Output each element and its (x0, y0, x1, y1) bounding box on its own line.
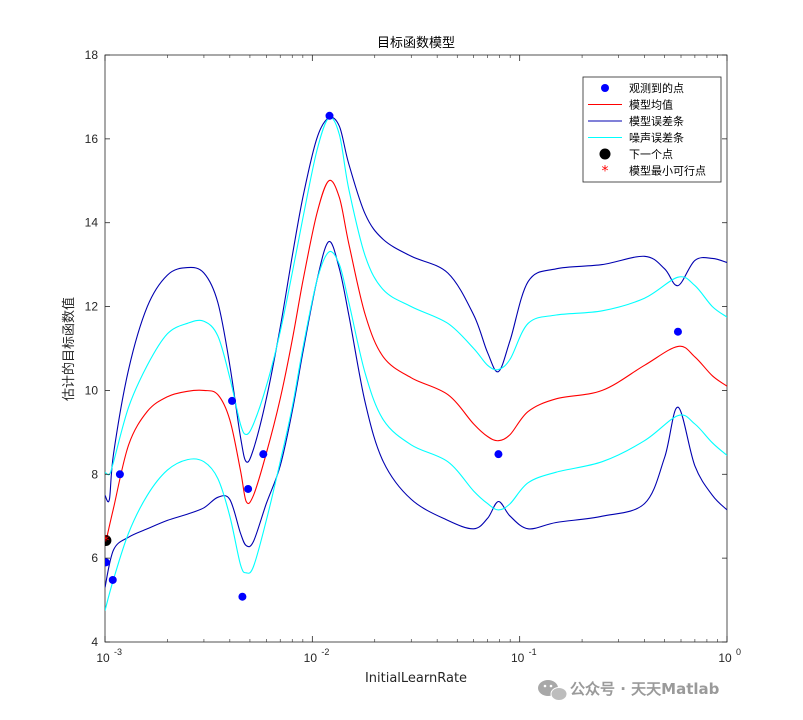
observed-point (105, 558, 110, 567)
observed-point (244, 484, 253, 493)
chart-title: 目标函数模型 (377, 36, 455, 51)
legend-swatch (599, 148, 611, 160)
observed-point (673, 327, 682, 336)
watermark-text: 公众号 · 天天Matlab (570, 680, 720, 698)
y-tick-label: 6 (91, 551, 98, 565)
observed-point (115, 470, 124, 479)
legend-label: 模型误差条 (629, 114, 684, 128)
error-bar-lower-line (105, 250, 727, 611)
y-tick-label: 18 (85, 48, 99, 62)
y-axis-label: 估计的目标函数值 (61, 297, 77, 401)
next-point-marker (105, 535, 112, 547)
series-group: * (102, 111, 727, 611)
legend-label: 观测到的点 (629, 81, 684, 95)
observed-point (228, 396, 237, 405)
x-tick-label: 10 (304, 651, 318, 665)
legend-label: 模型均值 (629, 98, 673, 112)
x-tick-label: 10 (511, 651, 525, 665)
legend-swatch: * (602, 164, 609, 180)
observed-point (259, 450, 268, 459)
y-tick-label: 4 (91, 635, 98, 649)
watermark: 公众号 · 天天Matlab (538, 680, 720, 701)
series-layer: * (102, 111, 727, 611)
x-tick-exponent: -1 (529, 647, 537, 657)
observed-point (108, 575, 117, 584)
observed-point (325, 111, 334, 120)
legend-label: 噪声误差条 (629, 131, 684, 145)
x-tick-exponent: -2 (321, 647, 329, 657)
observed-point (238, 592, 247, 601)
x-tick-label: 10 (96, 651, 110, 665)
x-axis-label: InitialLearnRate (365, 671, 467, 686)
y-tick-label: 8 (91, 467, 98, 481)
y-tick-label: 16 (85, 132, 99, 146)
y-tick-label: 12 (85, 300, 99, 314)
model-mean-line (105, 179, 727, 546)
legend-swatch (601, 84, 609, 92)
y-tick-label: 14 (85, 216, 99, 230)
x-tick-exponent: 0 (736, 647, 741, 657)
wechat-icon (538, 680, 568, 701)
error-bar-lower-line (105, 241, 727, 588)
legend-label: 模型最小可行点 (629, 164, 706, 178)
legend-label: 下一个点 (629, 148, 673, 161)
y-tick-label: 10 (85, 383, 99, 397)
x-tick-exponent: -3 (114, 647, 122, 657)
legend-box (582, 76, 722, 183)
min-feasible-star: * (102, 534, 109, 550)
observed-point (494, 450, 503, 459)
x-tick-label: 10 (718, 651, 732, 665)
